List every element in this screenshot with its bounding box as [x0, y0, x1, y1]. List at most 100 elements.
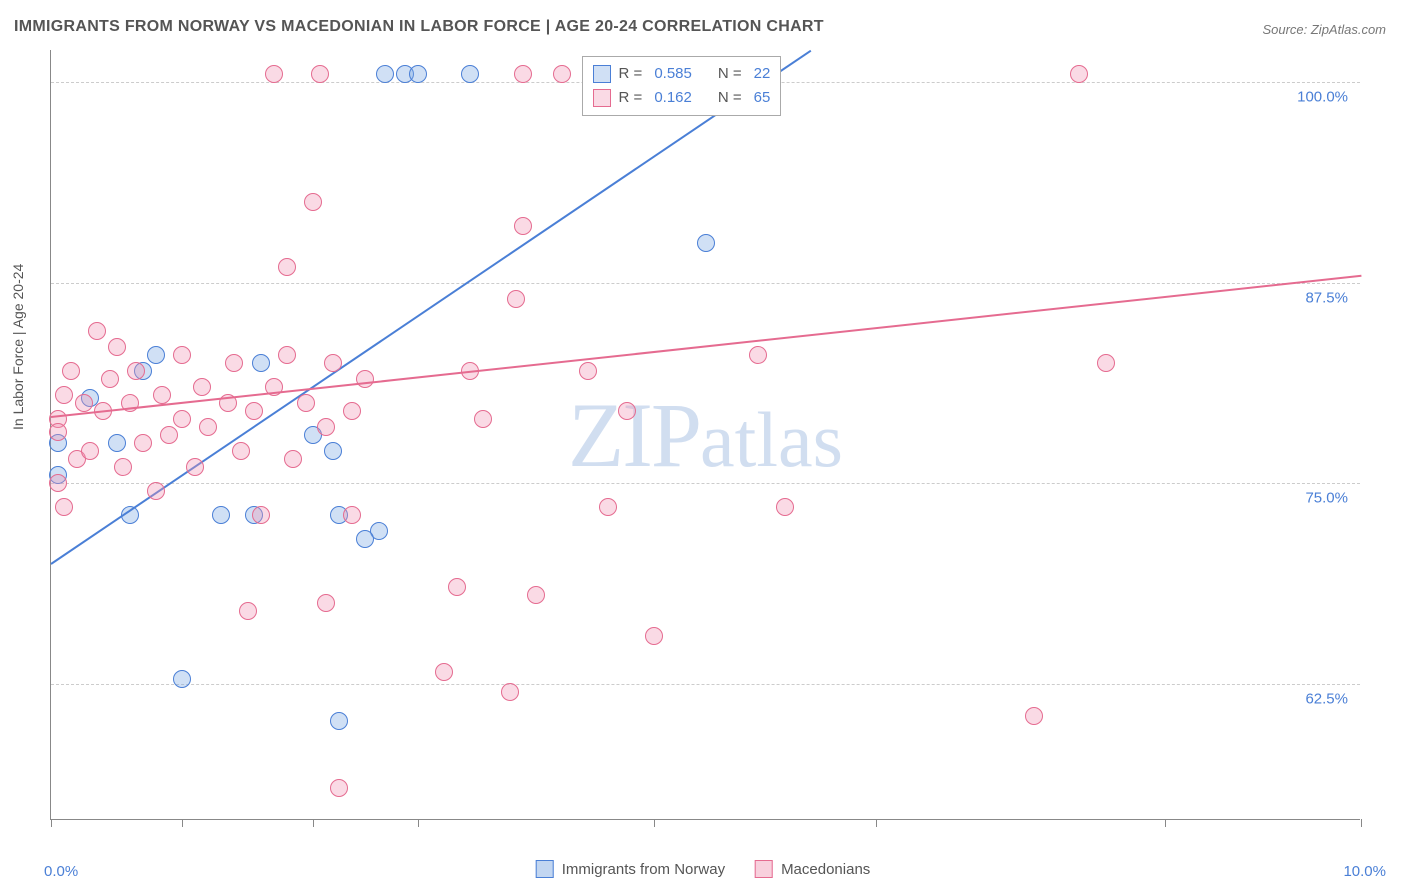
r-value: 0.585	[654, 62, 692, 86]
n-label: N =	[718, 62, 742, 86]
chart-title: IMMIGRANTS FROM NORWAY VS MACEDONIAN IN …	[14, 18, 824, 36]
data-point	[618, 402, 636, 420]
data-point	[304, 193, 322, 211]
data-point	[599, 498, 617, 516]
x-tick	[876, 819, 877, 827]
legend-swatch	[536, 860, 554, 878]
x-tick	[654, 819, 655, 827]
data-point	[160, 426, 178, 444]
data-point	[232, 442, 250, 460]
data-point	[147, 346, 165, 364]
data-point	[317, 594, 335, 612]
data-point	[55, 498, 73, 516]
data-point	[245, 402, 263, 420]
data-point	[297, 394, 315, 412]
data-point	[448, 578, 466, 596]
data-point	[153, 386, 171, 404]
n-value: 22	[754, 62, 771, 86]
n-value: 65	[754, 86, 771, 110]
data-point	[114, 458, 132, 476]
data-point	[356, 530, 374, 548]
data-point	[252, 506, 270, 524]
data-point	[409, 65, 427, 83]
legend-stats: R = 0.585 N = 22R = 0.162 N = 65	[582, 56, 782, 116]
data-point	[173, 670, 191, 688]
trend-line	[51, 275, 1361, 418]
y-tick-label: 62.5%	[1305, 690, 1348, 707]
data-point	[62, 362, 80, 380]
x-tick	[1165, 819, 1166, 827]
data-point	[501, 683, 519, 701]
legend-item: Immigrants from Norway	[536, 860, 725, 878]
chart-container: IMMIGRANTS FROM NORWAY VS MACEDONIAN IN …	[0, 0, 1406, 892]
r-label: R =	[619, 86, 643, 110]
data-point	[527, 586, 545, 604]
data-point	[134, 434, 152, 452]
data-point	[278, 346, 296, 364]
data-point	[311, 65, 329, 83]
data-point	[186, 458, 204, 476]
data-point	[173, 346, 191, 364]
data-point	[199, 418, 217, 436]
x-tick	[1361, 819, 1362, 827]
x-tick	[51, 819, 52, 827]
grid-line	[51, 283, 1360, 284]
data-point	[49, 474, 67, 492]
legend-stats-row: R = 0.585 N = 22	[593, 62, 771, 86]
data-point	[108, 434, 126, 452]
x-tick	[313, 819, 314, 827]
legend-item: Macedonians	[755, 860, 870, 878]
source-label: Source: ZipAtlas.com	[1262, 22, 1386, 37]
data-point	[193, 378, 211, 396]
data-point	[284, 450, 302, 468]
data-point	[1097, 354, 1115, 372]
x-max-label: 10.0%	[1343, 863, 1386, 880]
data-point	[343, 506, 361, 524]
data-point	[645, 627, 663, 645]
data-point	[579, 362, 597, 380]
data-point	[435, 663, 453, 681]
data-point	[697, 234, 715, 252]
data-point	[514, 65, 532, 83]
data-point	[225, 354, 243, 372]
data-point	[376, 65, 394, 83]
data-point	[88, 322, 106, 340]
y-tick-label: 100.0%	[1297, 89, 1348, 106]
legend-stats-row: R =0.162N =65	[593, 86, 771, 110]
data-point	[514, 217, 532, 235]
data-point	[81, 442, 99, 460]
legend-swatch	[593, 89, 611, 107]
data-point	[75, 394, 93, 412]
data-point	[1025, 707, 1043, 725]
data-point	[330, 712, 348, 730]
data-point	[461, 65, 479, 83]
data-point	[265, 65, 283, 83]
data-point	[474, 410, 492, 428]
data-point	[324, 354, 342, 372]
r-value: 0.162	[654, 86, 692, 110]
data-point	[324, 442, 342, 460]
data-point	[553, 65, 571, 83]
data-point	[239, 602, 257, 620]
y-tick-label: 75.0%	[1305, 490, 1348, 507]
y-tick-label: 87.5%	[1305, 289, 1348, 306]
data-point	[278, 258, 296, 276]
data-point	[317, 418, 335, 436]
data-point	[108, 338, 126, 356]
legend-label: Macedonians	[781, 861, 870, 878]
data-point	[1070, 65, 1088, 83]
data-point	[330, 779, 348, 797]
x-tick	[182, 819, 183, 827]
x-min-label: 0.0%	[44, 863, 78, 880]
x-tick	[418, 819, 419, 827]
y-axis-title: In Labor Force | Age 20-24	[10, 264, 26, 430]
grid-line	[51, 684, 1360, 685]
r-label: R =	[619, 62, 643, 86]
legend-swatch	[593, 65, 611, 83]
data-point	[101, 370, 119, 388]
plot-area: ZIPatlas 62.5%75.0%87.5%100.0%R =0.585N …	[50, 50, 1360, 820]
data-point	[749, 346, 767, 364]
grid-line	[51, 483, 1360, 484]
data-point	[147, 482, 165, 500]
data-point	[173, 410, 191, 428]
